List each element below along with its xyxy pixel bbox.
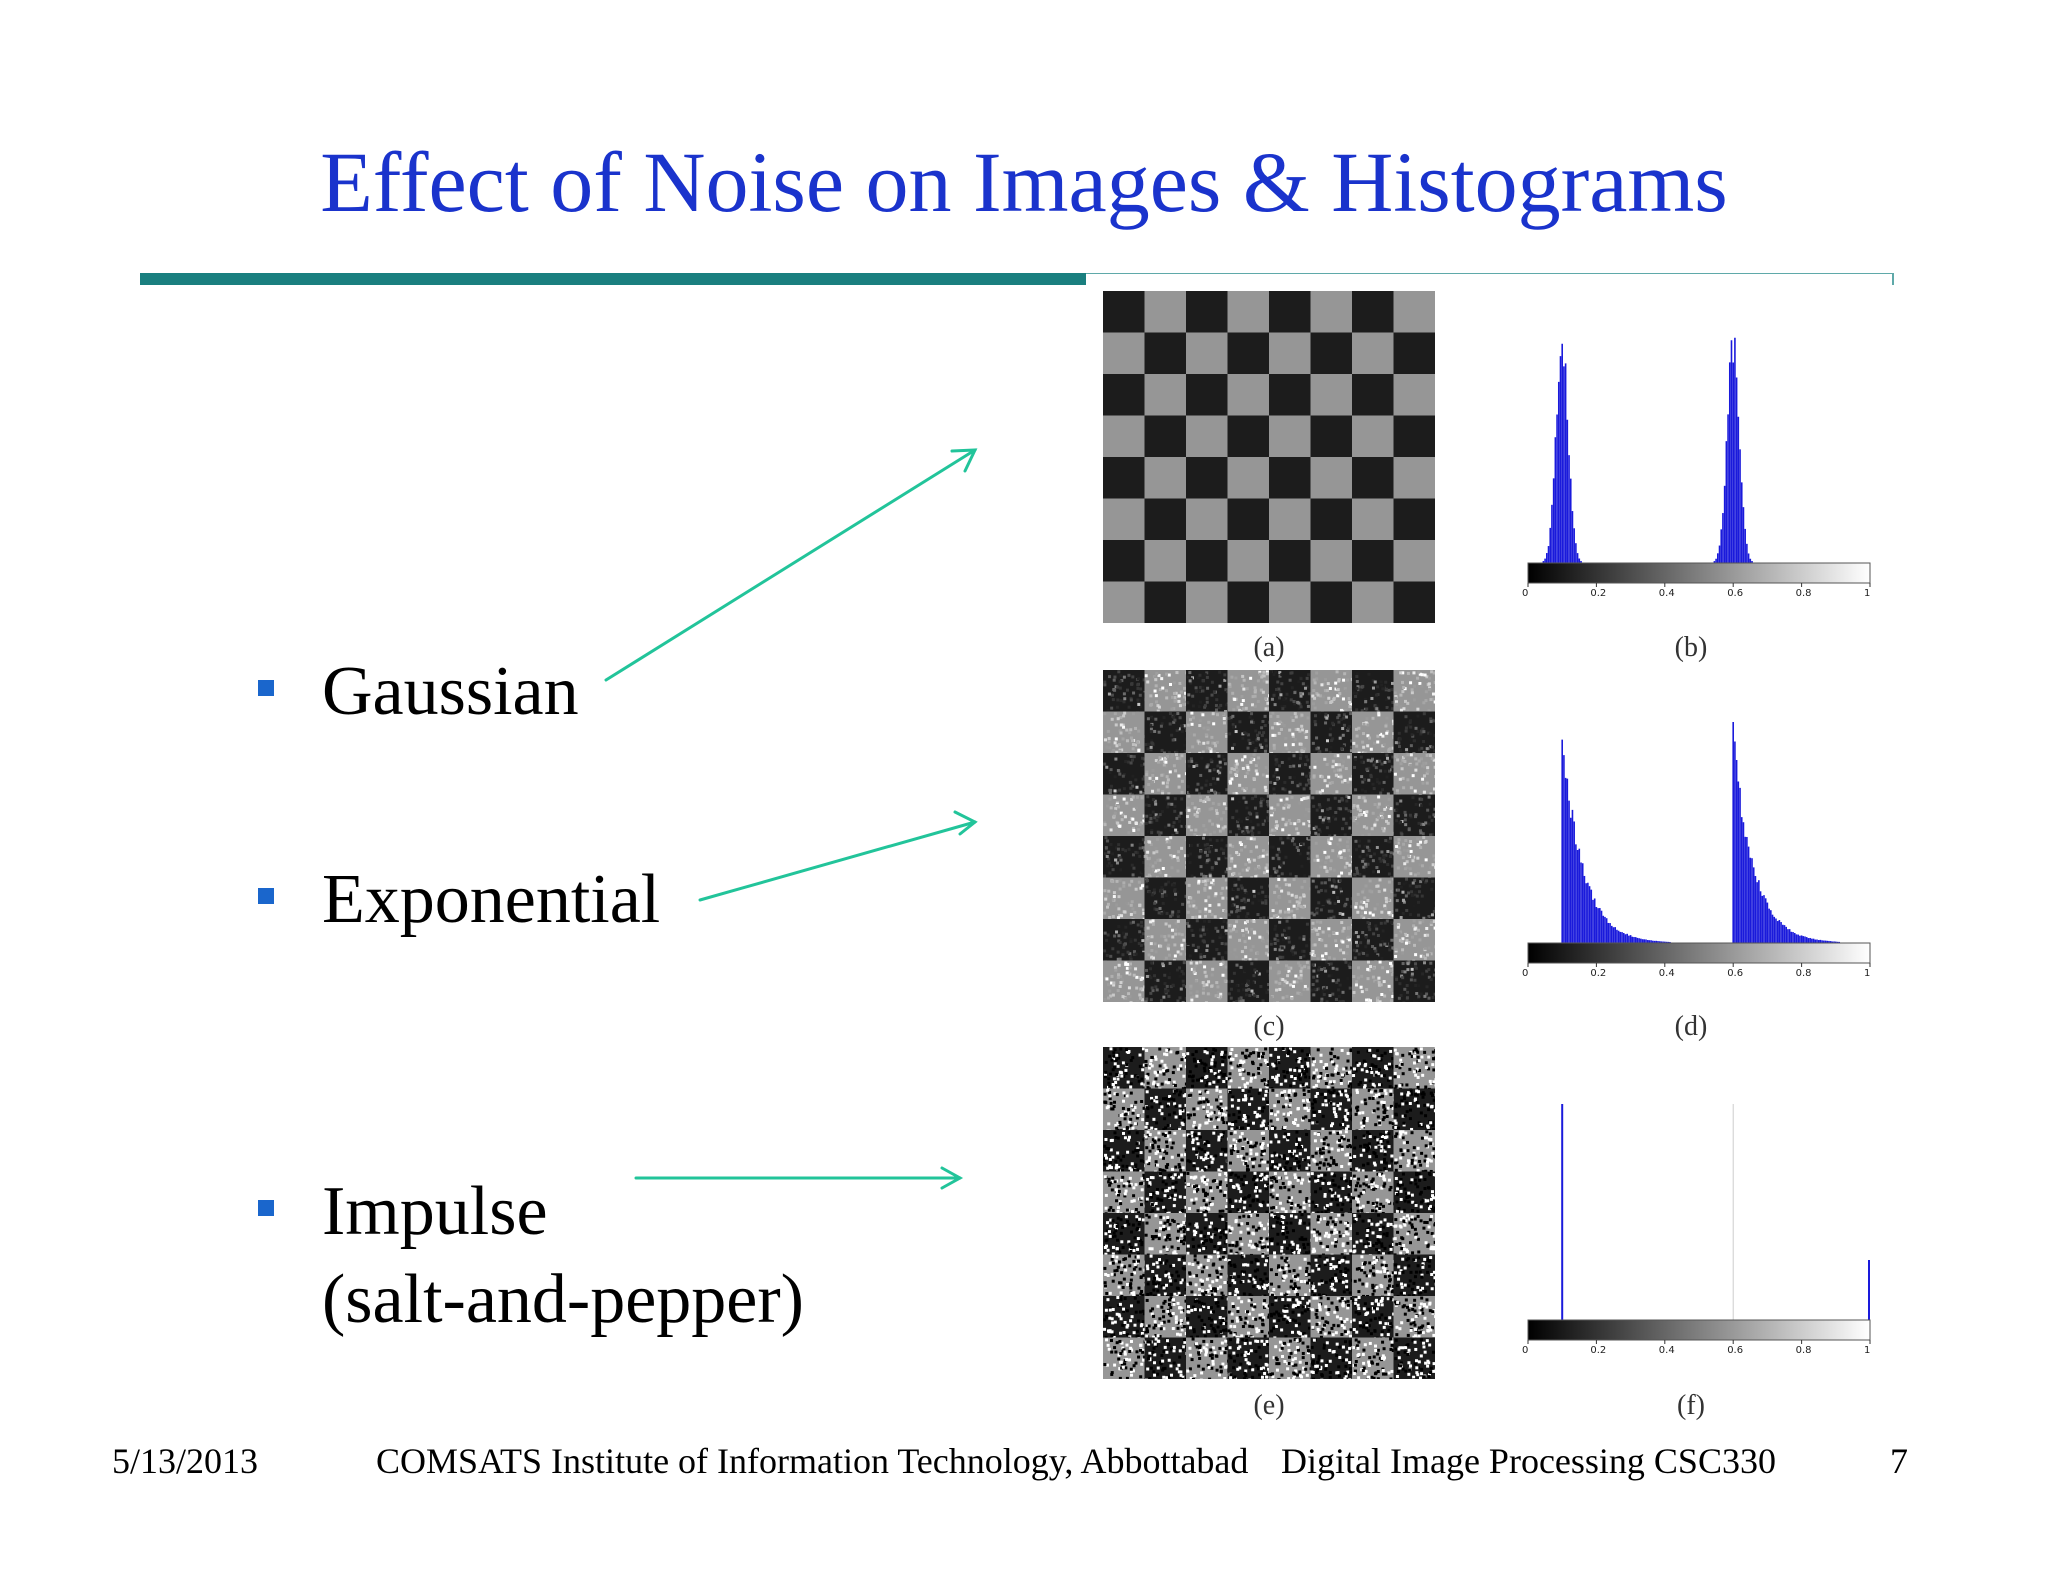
axis-tick-label: 0.4	[1658, 588, 1675, 599]
slide-title: Effect of Noise on Images & Histograms	[320, 134, 1728, 230]
square-bullet-icon	[258, 888, 274, 904]
axis-tick-label: 0.8	[1795, 588, 1812, 599]
caption-c: (c)	[1253, 1011, 1285, 1042]
axis-tick-label: 0.6	[1727, 1345, 1744, 1356]
axis-tick-label: 0	[1522, 1345, 1529, 1356]
caption-b: (b)	[1674, 632, 1708, 663]
square-bullet-icon	[258, 1200, 274, 1216]
bullet-gaussian: Gaussian	[322, 653, 579, 730]
square-bullet-icon	[258, 680, 274, 696]
title-rule-end	[1892, 273, 1894, 285]
footer-course: Digital Image Processing CSC330	[1281, 1441, 1776, 1481]
bullet-impulse: Impulse (salt-and-pepper)	[322, 1173, 804, 1338]
arrow-right-icon	[634, 1166, 964, 1190]
caption-e: (e)	[1253, 1390, 1285, 1421]
arrow-right-icon	[604, 448, 978, 682]
bullet-exponential: Exponential	[322, 861, 661, 938]
title-rule-thin	[1086, 273, 1894, 274]
footer-institution: COMSATS Institute of Information Technol…	[376, 1441, 1249, 1481]
axis-tick-label: 1	[1864, 588, 1871, 599]
axis-tick-label: 0	[1522, 588, 1529, 599]
axis-tick-label: 0	[1522, 968, 1529, 979]
histogram-impulse	[1527, 1104, 1871, 1344]
footer-date: 5/13/2013	[112, 1441, 259, 1481]
checkerboard-impulse	[1103, 1047, 1435, 1379]
axis-tick-label: 1	[1864, 1345, 1871, 1356]
caption-f: (f)	[1677, 1390, 1705, 1421]
axis-tick-label: 0.6	[1727, 588, 1744, 599]
caption-d: (d)	[1674, 1011, 1708, 1042]
checkerboard-gaussian	[1103, 291, 1435, 623]
axis-tick-label: 0.6	[1727, 968, 1744, 979]
title-rule	[140, 273, 1086, 285]
checkerboard-exponential	[1103, 670, 1435, 1002]
axis-tick-label: 0.8	[1795, 1345, 1812, 1356]
axis-tick-label: 0.2	[1590, 588, 1607, 599]
axis-tick-label: 1	[1864, 968, 1871, 979]
axis-tick-label: 0.2	[1590, 1345, 1607, 1356]
histogram-gaussian	[1527, 337, 1871, 587]
axis-tick-label: 0.4	[1658, 1345, 1675, 1356]
arrow-right-icon	[698, 810, 978, 902]
caption-a: (a)	[1253, 632, 1285, 663]
axis-tick-label: 0.4	[1658, 968, 1675, 979]
axis-tick-label: 0.2	[1590, 968, 1607, 979]
axis-tick-label: 0.8	[1795, 968, 1812, 979]
histogram-exponential	[1527, 721, 1871, 967]
footer-page-number: 7	[1890, 1441, 1908, 1481]
